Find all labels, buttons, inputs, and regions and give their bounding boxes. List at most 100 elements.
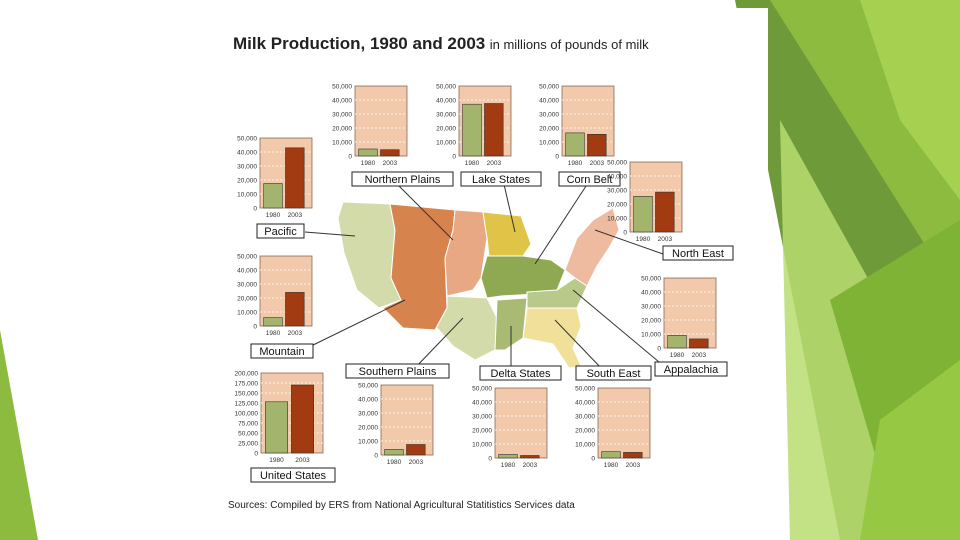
bar-united-states-1980 bbox=[265, 401, 288, 454]
region-label-box bbox=[250, 467, 336, 483]
y-tick-label: 10,000 bbox=[436, 140, 456, 147]
y-tick-label: 50,000 bbox=[332, 84, 352, 91]
x-tick-label: 1980 bbox=[266, 330, 281, 337]
y-tick-label: 30,000 bbox=[575, 414, 595, 421]
bar-north-east-2003 bbox=[655, 191, 675, 233]
y-tick-label: 0 bbox=[488, 456, 492, 463]
x-tick-label: 2003 bbox=[590, 160, 605, 167]
chart-delta-states: 50,000 40,000 30,000 20,000 10,000 0 1980 2003 D… bbox=[472, 365, 562, 469]
bar-mountain-1980 bbox=[263, 317, 283, 327]
bar-northern-plains-1980 bbox=[358, 148, 378, 157]
bar-southern-plains-2003 bbox=[406, 444, 426, 456]
chart-canvas: 50,000 40,000 30,000 20,000 10,000 0 1980 2003 N… bbox=[235, 84, 734, 483]
x-tick-label: 2003 bbox=[692, 352, 707, 359]
y-tick-label: 20,000 bbox=[237, 296, 257, 303]
y-tick-label: 30,000 bbox=[539, 112, 559, 119]
y-tick-label: 30,000 bbox=[358, 411, 378, 418]
x-tick-label: 2003 bbox=[409, 459, 424, 466]
map-region-north-east bbox=[564, 207, 620, 287]
y-tick-label: 40,000 bbox=[436, 98, 456, 105]
y-tick-label: 10,000 bbox=[539, 140, 559, 147]
y-tick-label: 50,000 bbox=[238, 431, 258, 438]
y-tick-label: 40,000 bbox=[237, 150, 257, 157]
y-tick-label: 0 bbox=[591, 456, 595, 463]
chart-corn-belt: 50,000 40,000 30,000 20,000 10,000 0 1980 2003 C… bbox=[539, 84, 621, 187]
x-tick-label: 1980 bbox=[465, 160, 480, 167]
chart-title: Milk Production, 1980 and 2003 in millio… bbox=[233, 34, 649, 53]
region-label-box bbox=[345, 363, 450, 379]
bar-southern-plains-1980 bbox=[384, 449, 404, 456]
y-tick-label: 50,000 bbox=[575, 386, 595, 393]
region-label-south-east: South East bbox=[587, 368, 641, 380]
x-tick-label: 1980 bbox=[269, 457, 284, 464]
bar-mountain-2003 bbox=[285, 292, 305, 327]
x-tick-label: 2003 bbox=[626, 462, 641, 469]
x-tick-label: 1980 bbox=[636, 236, 651, 243]
region-label-box bbox=[256, 223, 305, 239]
y-tick-label: 40,000 bbox=[332, 98, 352, 105]
y-tick-label: 20,000 bbox=[607, 202, 627, 209]
chart-north-east: 50,000 40,000 30,000 20,000 10,000 0 1980 2003 N… bbox=[607, 160, 734, 261]
y-tick-label: 200,000 bbox=[235, 371, 259, 378]
chart-appalachia: 50,000 40,000 30,000 20,000 10,000 0 1980 2003 A… bbox=[641, 276, 728, 377]
y-tick-label: 20,000 bbox=[358, 425, 378, 432]
y-tick-label: 40,000 bbox=[607, 174, 627, 181]
bar-delta-states-1980 bbox=[498, 454, 518, 459]
y-tick-label: 0 bbox=[253, 324, 257, 331]
bar-pacific-2003 bbox=[285, 147, 305, 209]
y-tick-label: 75,000 bbox=[238, 421, 258, 428]
chart-lake-states: 50,000 40,000 30,000 20,000 10,000 0 1980 2003 L… bbox=[436, 84, 542, 187]
y-tick-label: 50,000 bbox=[237, 136, 257, 143]
y-tick-label: 40,000 bbox=[472, 400, 492, 407]
bar-appalachia-2003 bbox=[689, 338, 709, 349]
y-tick-label: 50,000 bbox=[358, 383, 378, 390]
y-tick-label: 0 bbox=[657, 346, 661, 353]
region-label-united-states: United States bbox=[260, 470, 327, 482]
x-tick-label: 1980 bbox=[604, 462, 619, 469]
y-tick-label: 0 bbox=[374, 453, 378, 460]
y-tick-label: 20,000 bbox=[641, 318, 661, 325]
y-tick-label: 50,000 bbox=[641, 276, 661, 283]
y-tick-label: 20,000 bbox=[332, 126, 352, 133]
map-region-pacific bbox=[337, 201, 402, 309]
chart-panel-south-east bbox=[597, 387, 651, 459]
map-region-mountain bbox=[382, 203, 456, 331]
bar-south-east-1980 bbox=[601, 451, 621, 459]
y-tick-label: 0 bbox=[452, 154, 456, 161]
x-tick-label: 1980 bbox=[266, 212, 281, 219]
region-label-box bbox=[558, 171, 621, 187]
region-label-corn-belt: Corn Belt bbox=[567, 174, 613, 186]
x-tick-label: 2003 bbox=[295, 457, 310, 464]
region-label-box bbox=[351, 171, 454, 187]
y-tick-label: 25,000 bbox=[238, 441, 258, 448]
x-tick-label: 1980 bbox=[361, 160, 376, 167]
y-tick-label: 10,000 bbox=[641, 332, 661, 339]
y-tick-label: 30,000 bbox=[237, 282, 257, 289]
y-tick-label: 30,000 bbox=[641, 304, 661, 311]
bar-lake-states-1980 bbox=[462, 103, 482, 157]
bar-south-east-2003 bbox=[623, 452, 643, 459]
chart-united-states: 200,000 175,000 150,000 125,000 100,000 75,00… bbox=[235, 371, 336, 483]
bar-lake-states-2003 bbox=[484, 103, 504, 157]
region-label-box bbox=[460, 171, 542, 187]
milk-production-figure: Milk Production, 1980 and 2003 in millio… bbox=[205, 8, 768, 536]
chart-pacific: 50,000 40,000 30,000 20,000 10,000 0 1980 2003 P… bbox=[237, 136, 313, 239]
y-tick-label: 0 bbox=[623, 230, 627, 237]
region-bar-charts: 50,000 40,000 30,000 20,000 10,000 0 1980 2003 N… bbox=[235, 84, 734, 483]
x-tick-label: 2003 bbox=[383, 160, 398, 167]
region-label-northern-plains: Northern Plains bbox=[365, 174, 441, 186]
y-tick-label: 0 bbox=[348, 154, 352, 161]
region-label-lake-states: Lake States bbox=[472, 174, 531, 186]
y-tick-label: 0 bbox=[254, 451, 258, 458]
y-tick-label: 30,000 bbox=[472, 414, 492, 421]
y-tick-label: 125,000 bbox=[235, 401, 259, 408]
y-tick-label: 20,000 bbox=[472, 428, 492, 435]
y-tick-label: 50,000 bbox=[539, 84, 559, 91]
y-tick-label: 50,000 bbox=[607, 160, 627, 167]
y-tick-label: 0 bbox=[555, 154, 559, 161]
y-tick-label: 30,000 bbox=[332, 112, 352, 119]
bar-corn-belt-1980 bbox=[565, 132, 585, 157]
y-tick-label: 20,000 bbox=[575, 428, 595, 435]
bar-north-east-1980 bbox=[633, 196, 653, 233]
